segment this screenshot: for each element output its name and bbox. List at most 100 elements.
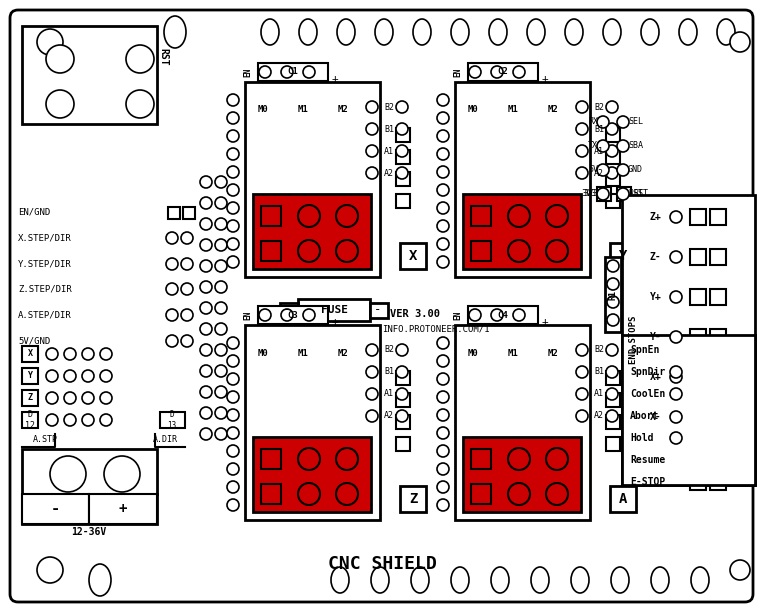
Circle shape bbox=[437, 337, 449, 349]
Text: M2: M2 bbox=[548, 348, 559, 357]
Circle shape bbox=[46, 392, 58, 404]
Text: CoolEn: CoolEn bbox=[630, 389, 665, 399]
Circle shape bbox=[396, 366, 408, 378]
Bar bbox=[22, 368, 38, 384]
Bar bbox=[468, 63, 538, 81]
Text: X+: X+ bbox=[650, 372, 662, 382]
Text: SpnDir: SpnDir bbox=[630, 367, 665, 377]
Text: A1: A1 bbox=[594, 146, 604, 155]
Ellipse shape bbox=[337, 19, 355, 45]
Circle shape bbox=[46, 348, 58, 360]
Circle shape bbox=[546, 240, 568, 262]
Bar bbox=[690, 409, 706, 425]
Text: -: - bbox=[374, 304, 382, 316]
Circle shape bbox=[200, 365, 212, 377]
Circle shape bbox=[670, 432, 682, 444]
Bar bbox=[605, 257, 621, 332]
Circle shape bbox=[437, 481, 449, 493]
Bar bbox=[610, 243, 636, 269]
Circle shape bbox=[396, 123, 408, 135]
Text: RST: RST bbox=[158, 48, 168, 66]
Circle shape bbox=[281, 309, 293, 321]
Text: Z-: Z- bbox=[650, 252, 662, 262]
Text: M0: M0 bbox=[468, 348, 478, 357]
Bar bbox=[606, 172, 620, 186]
Circle shape bbox=[166, 283, 178, 295]
Text: Abort: Abort bbox=[630, 411, 659, 421]
Circle shape bbox=[469, 66, 481, 78]
Bar bbox=[183, 207, 195, 219]
Circle shape bbox=[166, 232, 178, 244]
Text: EN: EN bbox=[453, 310, 462, 319]
Circle shape bbox=[227, 355, 239, 367]
Text: B1: B1 bbox=[594, 124, 604, 133]
Ellipse shape bbox=[411, 567, 429, 593]
Circle shape bbox=[215, 281, 227, 293]
Circle shape bbox=[82, 348, 94, 360]
Circle shape bbox=[546, 205, 568, 227]
Text: B1: B1 bbox=[594, 367, 604, 376]
Ellipse shape bbox=[641, 19, 659, 45]
Circle shape bbox=[298, 240, 320, 262]
Circle shape bbox=[606, 123, 618, 135]
Circle shape bbox=[200, 239, 212, 251]
Circle shape bbox=[437, 445, 449, 457]
Circle shape bbox=[606, 167, 618, 179]
Bar bbox=[710, 289, 726, 305]
Text: A: A bbox=[619, 492, 627, 506]
Bar bbox=[89, 494, 157, 524]
Bar bbox=[690, 342, 706, 358]
Bar bbox=[298, 299, 370, 321]
Bar bbox=[261, 206, 281, 226]
Ellipse shape bbox=[89, 564, 111, 596]
Text: EN: EN bbox=[453, 67, 462, 76]
Ellipse shape bbox=[691, 567, 709, 593]
Circle shape bbox=[396, 101, 408, 113]
Bar bbox=[463, 194, 581, 269]
Circle shape bbox=[126, 45, 154, 73]
Text: 5V: 5V bbox=[588, 165, 598, 174]
Text: Y-: Y- bbox=[650, 332, 662, 342]
Ellipse shape bbox=[331, 567, 349, 593]
Circle shape bbox=[200, 218, 212, 230]
Text: A2: A2 bbox=[384, 411, 394, 420]
Bar bbox=[258, 63, 328, 81]
Circle shape bbox=[259, 66, 271, 78]
Text: M1: M1 bbox=[507, 105, 518, 114]
Text: INFO.PROTONEER.COM/1: INFO.PROTONEER.COM/1 bbox=[382, 324, 490, 334]
Text: B2: B2 bbox=[384, 346, 394, 354]
Bar bbox=[258, 306, 328, 324]
Text: +: + bbox=[332, 74, 338, 84]
Bar bbox=[617, 187, 631, 201]
Circle shape bbox=[606, 366, 618, 378]
Circle shape bbox=[227, 202, 239, 214]
Circle shape bbox=[227, 238, 239, 250]
Text: C4: C4 bbox=[497, 310, 508, 319]
Ellipse shape bbox=[489, 19, 507, 45]
Circle shape bbox=[200, 323, 212, 335]
Circle shape bbox=[181, 232, 193, 244]
Text: +: + bbox=[332, 317, 338, 327]
Circle shape bbox=[730, 32, 750, 52]
Ellipse shape bbox=[717, 19, 735, 45]
Bar bbox=[622, 335, 755, 485]
Circle shape bbox=[396, 410, 408, 422]
Circle shape bbox=[513, 66, 525, 78]
Circle shape bbox=[437, 499, 449, 511]
Ellipse shape bbox=[565, 19, 583, 45]
Circle shape bbox=[513, 309, 525, 321]
Circle shape bbox=[215, 218, 227, 230]
Bar bbox=[710, 386, 726, 402]
Bar bbox=[261, 449, 281, 469]
Circle shape bbox=[508, 205, 530, 227]
Text: M1: M1 bbox=[298, 105, 308, 114]
Text: GND: GND bbox=[628, 165, 643, 174]
Text: M2: M2 bbox=[337, 105, 349, 114]
Circle shape bbox=[670, 291, 682, 303]
Text: Z.STEP/DIR: Z.STEP/DIR bbox=[18, 285, 72, 294]
Circle shape bbox=[37, 29, 63, 55]
Circle shape bbox=[617, 188, 629, 200]
Ellipse shape bbox=[371, 567, 389, 593]
Bar bbox=[690, 474, 706, 490]
Text: 3V3: 3V3 bbox=[581, 190, 596, 198]
